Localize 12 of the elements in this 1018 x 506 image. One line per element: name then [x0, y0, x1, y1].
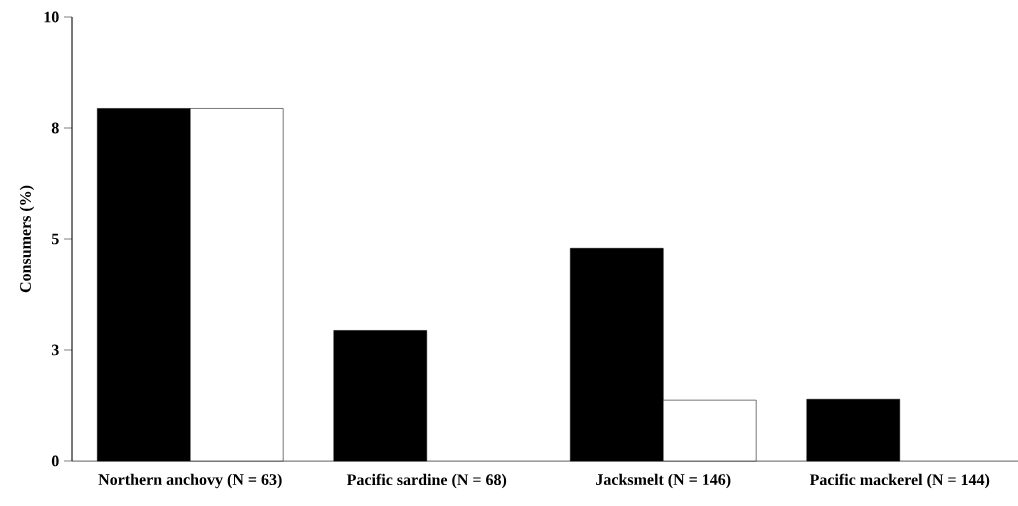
- bar: [806, 399, 901, 462]
- y-tick-label: 0: [51, 455, 59, 467]
- bar: [333, 330, 428, 462]
- y-tick-label: 10: [44, 11, 59, 23]
- y-tick-label: 5: [51, 233, 59, 245]
- y-axis-title: Consumers (%): [19, 185, 35, 293]
- x-tick-label: Pacific sardine (N = 68): [346, 473, 507, 489]
- x-tick-label: Northern anchovy (N = 63): [98, 473, 282, 489]
- x-tick-label: Pacific mackerel (N = 144): [809, 473, 990, 489]
- x-tick-label: Jacksmelt (N = 146): [596, 473, 731, 489]
- y-tick-label: 8: [51, 122, 59, 134]
- y-tick-label: 3: [51, 344, 59, 356]
